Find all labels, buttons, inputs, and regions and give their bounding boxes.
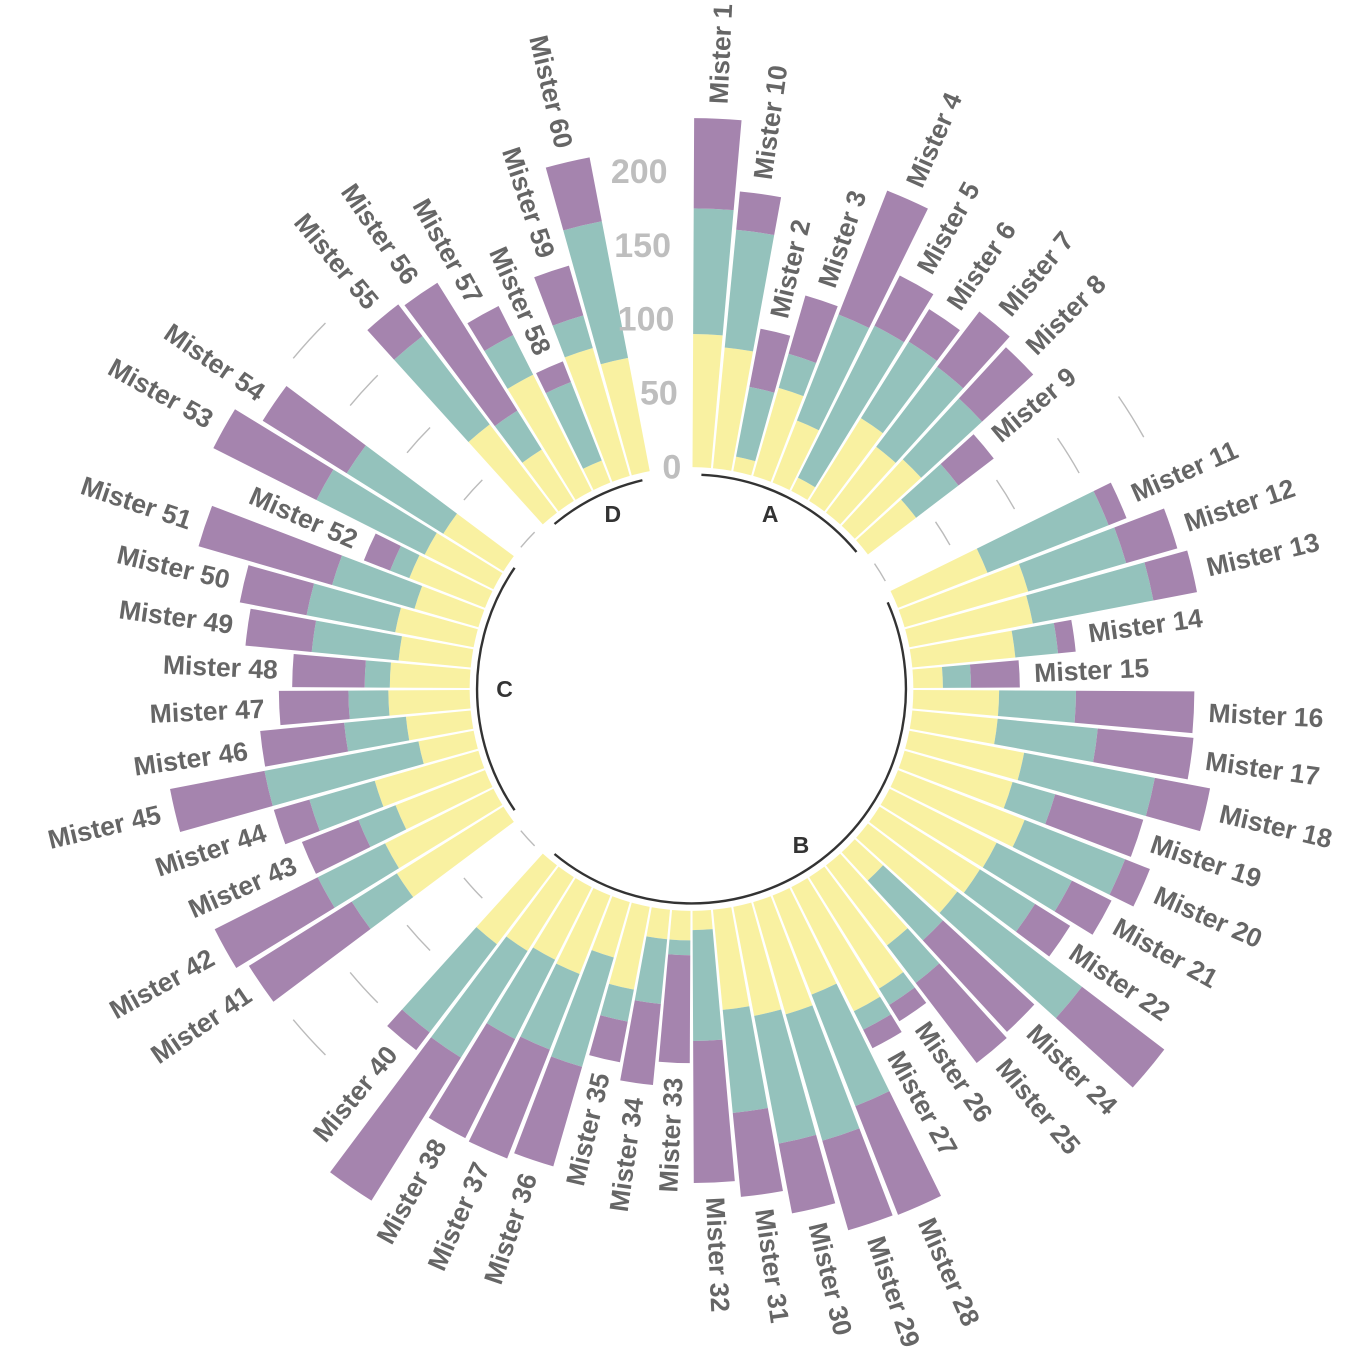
svg-text:150: 150 xyxy=(614,227,671,265)
svg-text:A: A xyxy=(762,501,779,527)
svg-text:Mister 33: Mister 33 xyxy=(653,1077,688,1193)
svg-text:100: 100 xyxy=(618,301,675,339)
svg-text:0: 0 xyxy=(662,448,681,486)
svg-text:50: 50 xyxy=(640,375,678,413)
svg-text:Mister 15: Mister 15 xyxy=(1034,653,1150,688)
svg-text:B: B xyxy=(793,832,810,858)
svg-text:Mister 16: Mister 16 xyxy=(1208,698,1324,733)
svg-text:200: 200 xyxy=(611,153,668,191)
svg-text:D: D xyxy=(605,501,622,527)
svg-text:C: C xyxy=(496,676,513,702)
svg-text:Mister 47: Mister 47 xyxy=(149,694,265,729)
svg-text:Mister 48: Mister 48 xyxy=(162,650,278,685)
svg-text:Mister 1: Mister 1 xyxy=(704,3,739,104)
svg-text:Mister 32: Mister 32 xyxy=(700,1197,735,1313)
